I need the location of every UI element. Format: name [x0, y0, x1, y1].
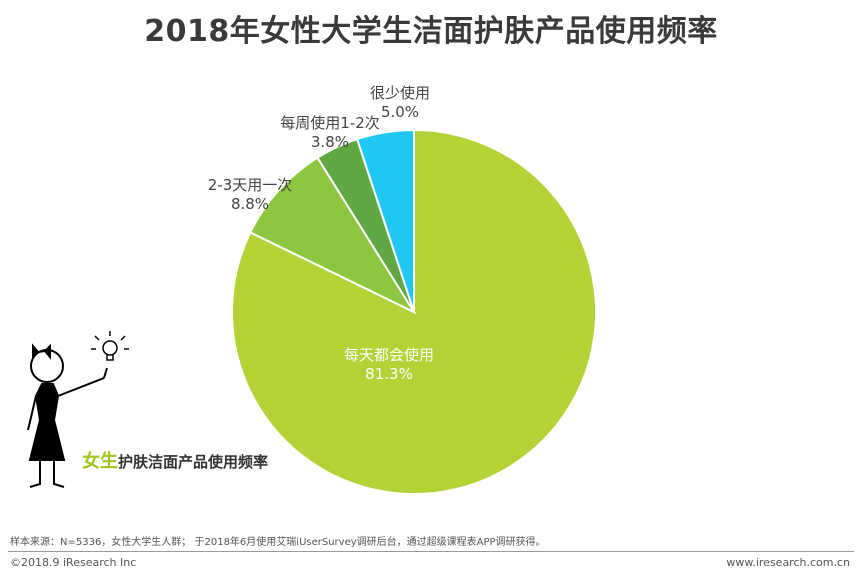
slice-label: 每周使用1-2次	[280, 114, 380, 132]
pie-slice	[248, 156, 417, 315]
chart-title: 2018年女性大学生洁面护肤产品使用频率	[144, 14, 718, 49]
website-link[interactable]: www.iresearch.com.cn	[726, 556, 850, 569]
source-note: 样本来源：N=5336，女性大学生人群； 于2018年6月使用艾瑞iUserSu…	[10, 537, 546, 548]
slice-label: 2-3天用一次	[208, 176, 293, 194]
slice-value-label: 81.3%	[365, 365, 413, 383]
copyright: ©2018.9 iResearch Inc	[10, 556, 137, 569]
caption-accent: 女生	[82, 451, 118, 472]
slice-value-label: 8.8%	[231, 195, 269, 213]
lightbulb-icon	[91, 331, 129, 361]
footer-divider	[8, 551, 854, 552]
caption-rest: 护肤洁面产品使用频率	[118, 453, 269, 471]
slice-label: 每天都会使用	[344, 346, 434, 364]
slice-value-label: 3.8%	[311, 133, 349, 151]
slice-value-label: 5.0%	[381, 103, 419, 121]
pie-slice	[355, 128, 415, 313]
girl-illustration	[27, 343, 108, 488]
pie-slices	[231, 128, 597, 495]
slice-label: 很少使用	[370, 84, 430, 102]
figure-caption: 女生护肤洁面产品使用频率	[82, 447, 268, 473]
